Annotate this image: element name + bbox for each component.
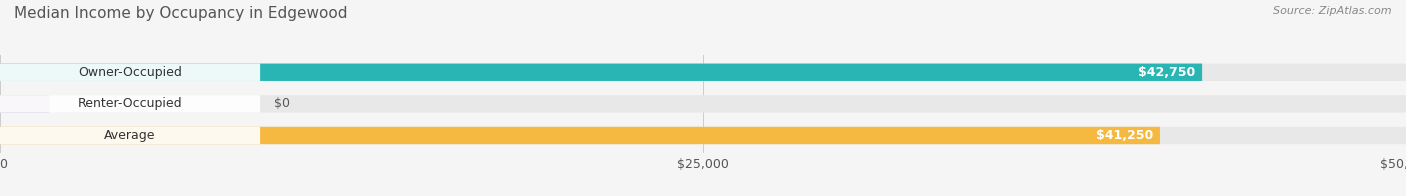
FancyBboxPatch shape bbox=[0, 95, 49, 113]
FancyBboxPatch shape bbox=[0, 64, 260, 81]
Text: Owner-Occupied: Owner-Occupied bbox=[79, 66, 181, 79]
FancyBboxPatch shape bbox=[0, 64, 1406, 81]
FancyBboxPatch shape bbox=[0, 127, 1406, 144]
Text: Renter-Occupied: Renter-Occupied bbox=[77, 97, 183, 110]
FancyBboxPatch shape bbox=[0, 127, 260, 144]
FancyBboxPatch shape bbox=[0, 64, 1202, 81]
FancyBboxPatch shape bbox=[0, 127, 1160, 144]
Text: Average: Average bbox=[104, 129, 156, 142]
Text: Median Income by Occupancy in Edgewood: Median Income by Occupancy in Edgewood bbox=[14, 6, 347, 21]
Text: Source: ZipAtlas.com: Source: ZipAtlas.com bbox=[1274, 6, 1392, 16]
Text: $0: $0 bbox=[274, 97, 290, 110]
FancyBboxPatch shape bbox=[0, 95, 260, 113]
Text: $42,750: $42,750 bbox=[1137, 66, 1195, 79]
FancyBboxPatch shape bbox=[0, 95, 1406, 113]
Text: $41,250: $41,250 bbox=[1095, 129, 1153, 142]
